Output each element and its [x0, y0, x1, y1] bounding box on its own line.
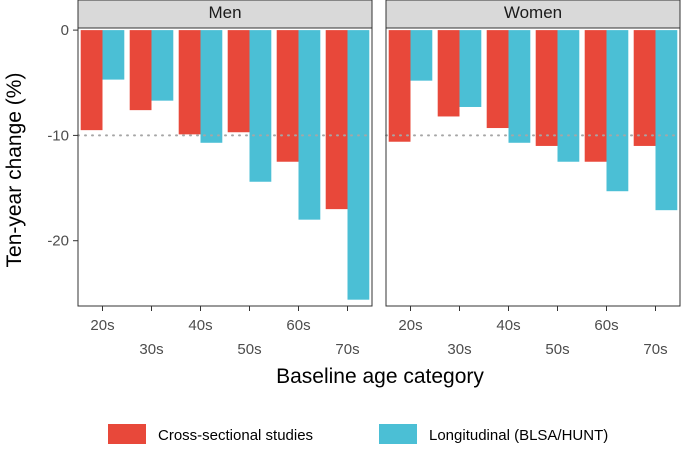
bar-men-30s-series1: [129, 30, 152, 111]
bar-women-70s-series2: [655, 30, 678, 211]
panel-background: [386, 28, 680, 306]
panel-border-women: [385, 27, 681, 307]
bar-men-40s-series2: [200, 30, 223, 143]
x-tick-label-women-20s: 20s: [398, 317, 422, 334]
legend-label-cross-sectional: Cross-sectional studies: [158, 427, 313, 444]
legend-label-longitudinal: Longitudinal (BLSA/HUNT): [429, 427, 608, 444]
y-tick-label: 0: [61, 22, 69, 39]
bar-women-30s-series1: [437, 30, 460, 117]
bars-women: [388, 30, 678, 211]
bar-men-70s-series2: [347, 30, 370, 300]
panel-men: Men 20s 30s 40s 50s 60s 70s: [77, 0, 373, 358]
y-tick-label: -10: [47, 127, 69, 144]
bar-men-60s-series1: [276, 30, 299, 162]
y-tick-label: -20: [47, 233, 69, 250]
x-tick-label-men-40s: 40s: [188, 317, 212, 334]
bar-women-40s-series2: [508, 30, 531, 143]
bar-men-30s-series2: [151, 30, 174, 101]
y-axis: 0 -10 -20: [47, 22, 78, 250]
panel-border-men: [77, 27, 373, 307]
bar-men-20s-series2: [102, 30, 125, 80]
bar-women-60s-series1: [584, 30, 607, 162]
bar-women-50s-series2: [557, 30, 580, 162]
panel-women: Women 20s 30s 40s 50s 60s 70s: [385, 0, 681, 358]
bar-women-50s-series1: [535, 30, 558, 146]
x-tick-label-women-40s: 40s: [496, 317, 520, 334]
bars-men: [80, 30, 370, 300]
bar-men-50s-series1: [227, 30, 250, 133]
strip-label-men: Men: [208, 3, 241, 22]
legend-swatch-longitudinal: [379, 424, 417, 444]
bar-men-20s-series1: [80, 30, 103, 131]
bar-men-70s-series1: [325, 30, 348, 210]
x-tick-label-men-20s: 20s: [90, 317, 114, 334]
strip-women: [385, 0, 681, 29]
bar-women-20s-series1: [388, 30, 411, 142]
bar-men-60s-series2: [298, 30, 321, 220]
legend-swatch-cross-sectional: [108, 424, 146, 444]
bar-men-40s-series1: [178, 30, 201, 135]
strip-men: [77, 0, 373, 29]
strip-label-women: Women: [504, 3, 562, 22]
x-tick-label-women-30s: 30s: [447, 341, 471, 358]
legend: Cross-sectional studies Longitudinal (BL…: [108, 424, 608, 444]
x-tick-label-women-70s: 70s: [643, 341, 667, 358]
bar-men-50s-series2: [249, 30, 272, 182]
bar-women-70s-series1: [633, 30, 656, 146]
x-tick-label-men-50s: 50s: [237, 341, 261, 358]
bar-women-60s-series2: [606, 30, 629, 192]
x-tick-label-men-70s: 70s: [335, 341, 359, 358]
facet-panels: Men 20s 30s 40s 50s 60s 70s Women 20s 30s 40s 50s 60…: [77, 0, 681, 358]
panel-background: [78, 28, 372, 306]
x-tick-label-men-30s: 30s: [139, 341, 163, 358]
y-axis-title: Ten-year change (%): [3, 73, 26, 268]
x-axis-title: Baseline age category: [276, 365, 484, 388]
bar-women-20s-series2: [410, 30, 433, 81]
bar-women-30s-series2: [459, 30, 482, 107]
x-tick-label-women-50s: 50s: [545, 341, 569, 358]
x-tick-label-women-60s: 60s: [594, 317, 618, 334]
bar-women-40s-series1: [486, 30, 509, 129]
x-tick-label-men-60s: 60s: [286, 317, 310, 334]
